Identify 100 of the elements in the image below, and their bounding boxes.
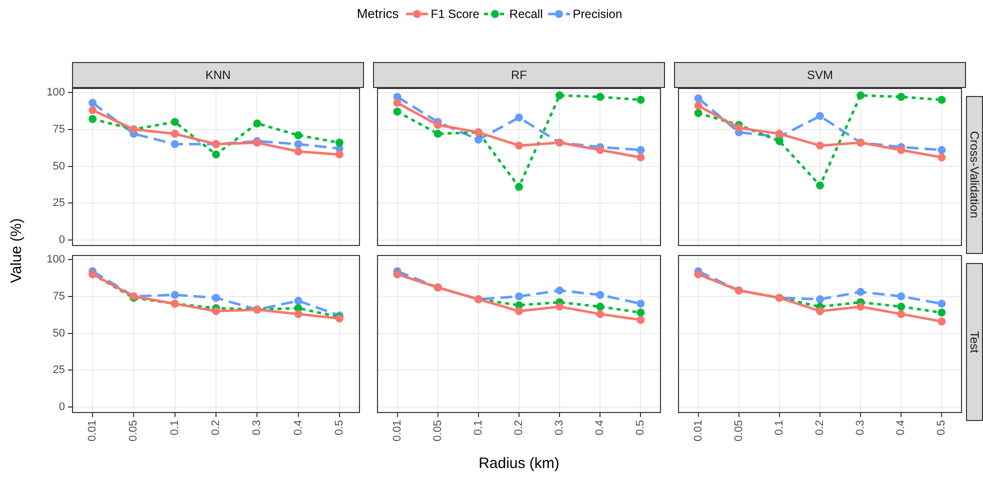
y-tick-label: 75 — [52, 290, 65, 302]
legend-title: Metrics — [356, 6, 399, 21]
y-tick-label: 25 — [52, 364, 65, 376]
x-tick-label: 0.1 — [773, 420, 786, 436]
chart-title: KNN — [72, 62, 364, 88]
y-tick-label: 75 — [52, 123, 65, 136]
point — [897, 292, 906, 300]
text: Cross-Validation — [968, 131, 982, 219]
point — [938, 317, 946, 326]
x-tick-label: 0.5 — [936, 420, 948, 436]
point — [294, 310, 302, 318]
x-tick-label: 0.5 — [634, 420, 647, 436]
text: Test — [968, 330, 982, 353]
point — [938, 96, 946, 104]
point — [212, 307, 220, 316]
x-tick-label: 0.05 — [432, 420, 444, 442]
y-tick-label: 0 — [58, 401, 65, 414]
point — [938, 300, 946, 308]
point — [515, 182, 523, 191]
point — [556, 302, 564, 311]
point — [335, 150, 344, 158]
point — [88, 98, 97, 107]
y-tick-label: 100 — [46, 253, 65, 266]
point — [474, 136, 482, 144]
point — [856, 288, 865, 296]
point — [636, 300, 645, 308]
point — [294, 147, 302, 156]
point — [816, 295, 824, 304]
y-tick-label: 100 — [46, 86, 65, 98]
x-axis-title: Radius (km) — [478, 455, 560, 472]
point — [434, 120, 442, 129]
point — [596, 290, 604, 299]
y-tick-label: 50 — [52, 160, 65, 172]
point — [775, 137, 784, 146]
x-tick-label: 0.2 — [513, 420, 526, 436]
x-tick-label: 0.4 — [594, 420, 606, 436]
point — [170, 118, 179, 126]
point — [596, 310, 604, 318]
x-tick-label: 0.4 — [895, 420, 908, 436]
x-tick-label: 0.1 — [472, 420, 484, 436]
point — [88, 106, 97, 114]
point — [515, 307, 523, 316]
legend-label: Precision — [572, 6, 622, 20]
point — [393, 98, 402, 107]
point — [636, 96, 645, 104]
point — [897, 92, 906, 101]
x-tick-label: 0.3 — [554, 420, 566, 436]
chart-title: SVM — [674, 62, 966, 88]
x-tick-label: 0.01 — [692, 420, 704, 442]
point — [775, 130, 784, 138]
x-tick-label: 0.01 — [86, 420, 99, 442]
point — [88, 115, 97, 124]
point — [636, 153, 645, 162]
point — [515, 292, 523, 300]
point — [434, 130, 442, 138]
point — [636, 146, 645, 154]
point — [596, 92, 604, 101]
point — [816, 181, 824, 190]
x-tick-label: 0.2 — [210, 420, 222, 436]
point — [253, 119, 262, 128]
chart-title: RF — [373, 62, 665, 88]
point — [294, 140, 302, 148]
x-tick-label: 0.3 — [251, 420, 264, 436]
point — [938, 153, 946, 162]
y-tick-label: 0 — [58, 234, 65, 246]
point — [734, 124, 743, 132]
point — [938, 146, 946, 154]
point — [335, 138, 344, 147]
point — [170, 290, 179, 299]
point — [694, 94, 702, 102]
point — [212, 150, 220, 158]
point — [170, 140, 179, 148]
x-tick-label: 0.1 — [168, 420, 181, 436]
legend-label: F1 Score — [430, 6, 480, 20]
point — [170, 130, 179, 138]
point — [897, 302, 906, 311]
point — [596, 146, 604, 154]
point — [515, 142, 523, 150]
point — [636, 308, 645, 317]
point — [816, 142, 824, 150]
y-tick-label: 25 — [52, 197, 65, 210]
y-tick-label: 50 — [52, 327, 65, 340]
point — [897, 146, 906, 154]
point — [636, 316, 645, 324]
point — [294, 296, 302, 305]
point — [694, 102, 702, 110]
point — [515, 114, 523, 122]
x-tick-label: 0.05 — [732, 420, 745, 442]
x-tick-label: 0.5 — [333, 420, 346, 436]
point — [556, 91, 564, 100]
y-axis-title: Value (%) — [8, 217, 25, 285]
x-tick-label: 0.05 — [128, 420, 140, 442]
point — [393, 108, 402, 116]
point — [816, 307, 824, 316]
point — [294, 131, 302, 140]
legend-label: Recall — [509, 6, 543, 20]
x-tick-label: 0.3 — [854, 420, 867, 436]
x-tick-label: 0.4 — [292, 420, 304, 436]
x-tick-label: 0.01 — [391, 420, 404, 442]
point — [596, 302, 604, 311]
